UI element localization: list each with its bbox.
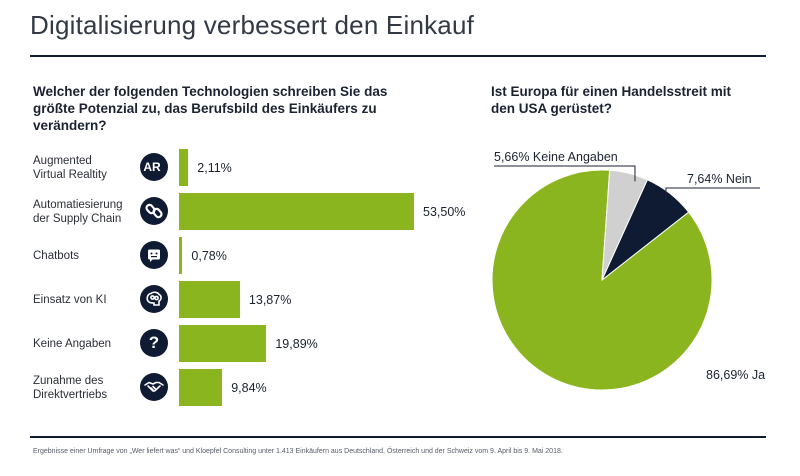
bar-category-label: Keine Angaben [33,337,143,351]
pie-slice-value: 5,66% [494,150,533,164]
icon-glyph: AR [143,160,161,174]
question-icon: ? [140,329,168,357]
bar-category-label: Augmented Virtual Realtity [33,154,143,182]
bar-value-label: 13,87% [248,293,292,307]
pie-slice-label: 7,64% Nein [687,172,752,186]
pie-slice [601,179,690,281]
footnote: Ergebnisse einer Umfrage von „Wer liefer… [33,448,563,455]
bar [179,369,223,406]
bar-category-label-line: Keine Angaben [33,338,112,350]
pie-leader-line [494,165,636,182]
bar [179,325,267,362]
pie-slice-value: 7,64% [687,172,726,186]
bar [179,281,240,318]
pie-slice-name: Nein [725,172,752,186]
handshake-icon [140,373,168,401]
bar-chart-question: Welcher der folgenden Technologien schre… [33,84,388,133]
pie-slice-name: Ja [751,368,766,382]
pie-slice-name: Keine Angaben [532,150,618,164]
bar-category-label-line: Augmented [33,155,92,167]
bar-category-label-line: Einsatz von KI [33,294,107,306]
bar-category-label-line: Automatiesierung [33,199,123,211]
top-divider [30,55,766,57]
bar [179,149,189,186]
bar-value-label: 19,89% [275,337,318,351]
icon-glyph: ? [148,333,160,352]
bar-category-label: Automatiesierung der Supply Chain [33,198,143,226]
ar-icon: + AR [140,146,168,181]
bar-category-label: Chatbots [33,249,143,263]
bottom-divider [30,436,766,438]
pie-chart-question: Ist Europa für einen Handelsstreit mit d… [491,84,732,116]
bar-value-label: 2,11% [197,161,232,175]
bar-category-label-line: Virtual Realtity [33,169,107,181]
bar [179,237,183,274]
bar-category-label-line: Direktvertriebs [33,389,108,401]
pie-slice-label: 86,69% Ja [706,368,765,382]
bar [179,193,414,230]
bar-category-label: Einsatz von KI [33,293,143,307]
pie-slice-value: 86,69% [706,368,752,382]
chain-link-icon [140,197,168,225]
bar-category-label-line: Chatbots [33,250,80,262]
chatbot-icon [140,241,168,269]
ai-brain-icon [140,285,168,313]
bar-category-label-line: Zunahme des [33,375,104,387]
bar-value-label: 0,78% [191,249,227,263]
page-title: Digitalisierung verbessert den Einkauf [30,10,475,40]
bar-category-label-line: der Supply Chain [33,213,122,225]
bar-value-label: 9,84% [231,381,267,395]
bar-value-label: 53,50% [423,205,466,219]
pie-slice-label: 5,66% Keine Angaben [494,150,618,164]
icon-glyph-sup: + [161,146,167,157]
bar-category-label: Zunahme des Direktvertriebs [33,374,143,402]
pie-leader-line [665,187,760,200]
